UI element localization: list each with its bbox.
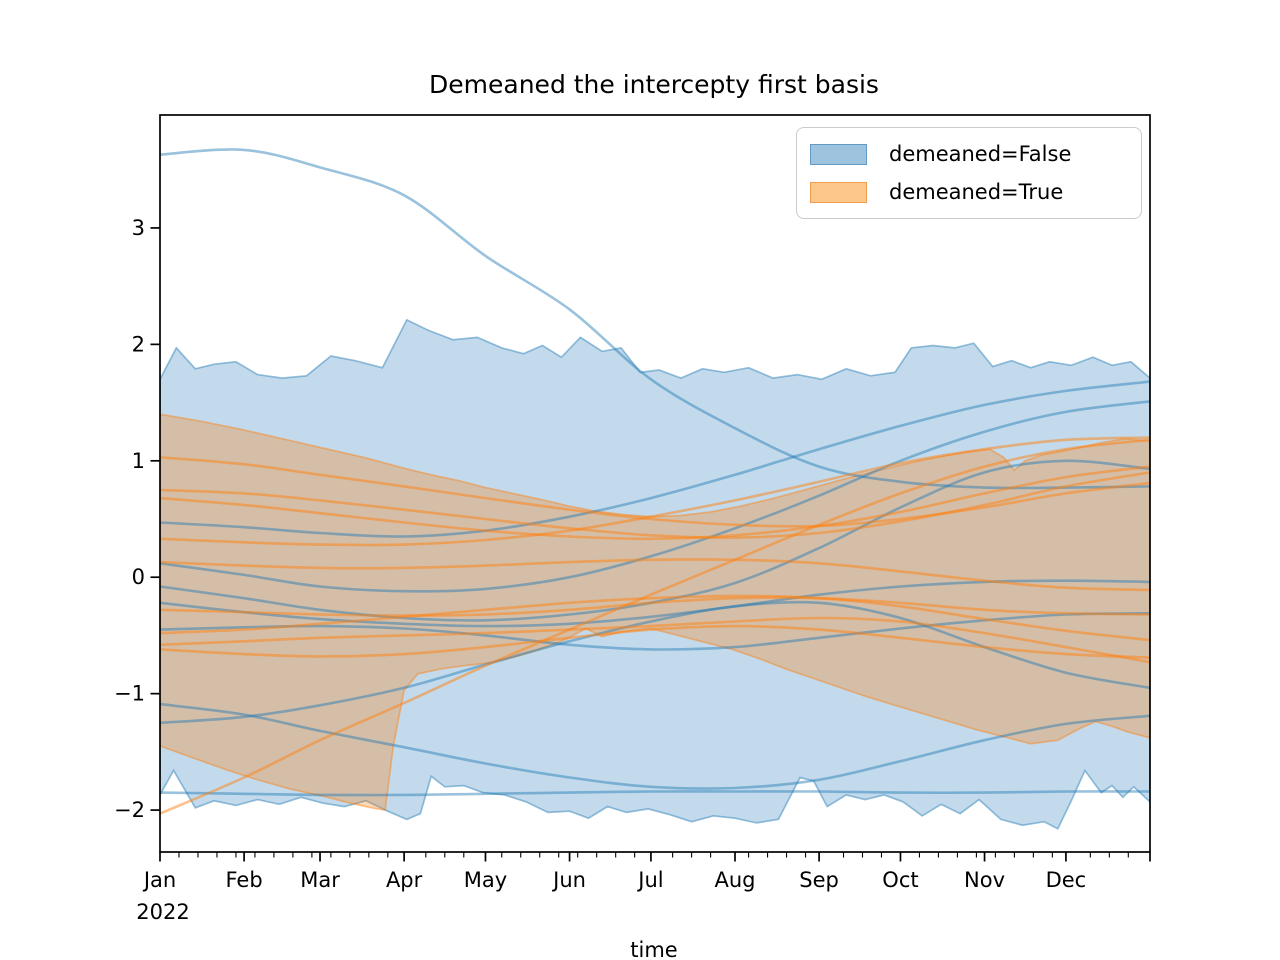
sample-line-false-8: [160, 790, 1150, 797]
sample-line-true-17: [160, 624, 1150, 659]
sample-line-true-16: [160, 616, 1150, 664]
legend-swatch-true: [810, 181, 867, 203]
sample-line-false-1: [160, 380, 1150, 538]
y-tick-label: 0: [132, 565, 145, 589]
sample-line-true-9: [160, 456, 1150, 528]
y-tick-label: 3: [132, 216, 145, 240]
x-year-label: 2022: [136, 900, 189, 924]
x-axis-label: time: [630, 938, 678, 960]
sample-line-true-15: [160, 594, 1150, 642]
sample-line-true-12: [160, 436, 1150, 547]
x-tick-label: Jan: [142, 868, 176, 892]
legend: demeaned=False demeaned=True: [796, 127, 1142, 219]
x-tick-label: Jun: [551, 868, 586, 892]
x-tick-label: Nov: [964, 868, 1005, 892]
sample-line-false-0: [160, 148, 1150, 490]
x-tick-label: Dec: [1046, 868, 1087, 892]
sample-line-false-6: [160, 702, 1150, 790]
sample-line-true-18: [160, 438, 1150, 815]
plot-area: [160, 148, 1150, 830]
x-tick-label: Aug: [715, 868, 756, 892]
legend-swatch-false: [810, 143, 867, 165]
x-tick-label: May: [464, 868, 507, 892]
y-tick-label: −1: [114, 682, 145, 706]
sample-line-false-2: [160, 400, 1150, 593]
band-demeaned-true: [160, 413, 1150, 812]
sample-line-true-10: [160, 471, 1150, 539]
x-tick-label: Mar: [300, 868, 340, 892]
x-tick-label: Oct: [882, 868, 918, 892]
x-tick-label: Sep: [799, 868, 839, 892]
axes-frame: [159, 114, 1151, 853]
sample-line-true-13: [160, 558, 1150, 592]
sample-line-true-14: [160, 596, 1150, 617]
x-tick-label: Jul: [636, 868, 663, 892]
y-tick-label: 2: [132, 332, 145, 356]
legend-label-true: demeaned=True: [889, 180, 1064, 204]
legend-row-false: demeaned=False: [810, 142, 1141, 166]
chart-title: Demeaned the intercepty first basis: [429, 70, 879, 99]
sample-line-true-11: [160, 465, 1150, 541]
y-tick-label: 1: [132, 449, 145, 473]
y-tick-label: −2: [114, 798, 145, 822]
x-tick-label: Feb: [225, 868, 262, 892]
legend-label-false: demeaned=False: [889, 142, 1072, 166]
x-tick-label: Apr: [386, 868, 423, 892]
legend-row-true: demeaned=True: [810, 180, 1141, 204]
